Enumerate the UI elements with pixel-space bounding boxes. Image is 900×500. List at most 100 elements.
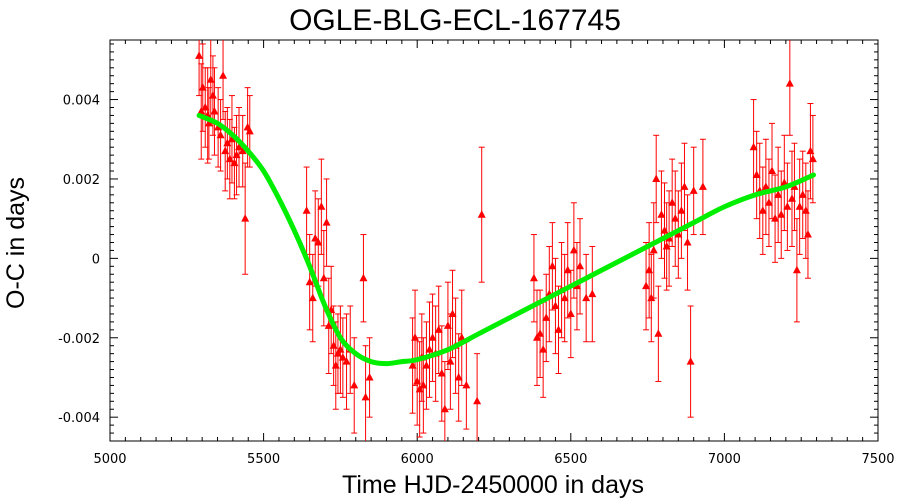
y-tick-label: -0.004: [58, 411, 100, 426]
triangle-marker: [338, 353, 347, 361]
data-point: [563, 222, 572, 319]
triangle-marker: [548, 261, 557, 270]
triangle-marker: [654, 329, 663, 337]
data-point: [798, 150, 807, 240]
triangle-marker: [798, 190, 807, 198]
triangle-marker: [777, 210, 786, 218]
triangle-marker: [302, 206, 311, 214]
y-axis-label: O-C in days: [2, 177, 30, 309]
x-tick-label: 6500: [554, 452, 587, 467]
data-point: [674, 190, 683, 279]
data-point: [783, 162, 792, 251]
data-point: [359, 234, 368, 323]
data-point: [365, 337, 374, 418]
data-point: [588, 245, 597, 343]
triangle-marker: [457, 333, 466, 341]
triangle-marker: [698, 182, 707, 190]
triangle-marker: [566, 309, 575, 317]
triangle-marker: [208, 91, 217, 99]
y-tick-label: 0.004: [63, 94, 100, 109]
data-point: [808, 114, 817, 204]
y-tick-label: 0: [92, 252, 100, 267]
x-tick-label: 7500: [861, 452, 894, 467]
data-point: [338, 317, 347, 398]
data-point: [419, 337, 428, 434]
chart-title: OGLE-BLG-ECL-167745: [289, 4, 621, 37]
triangle-marker: [319, 273, 328, 282]
x-tick-label: 6000: [401, 452, 434, 467]
triangle-marker: [473, 396, 482, 405]
triangle-marker: [657, 210, 666, 218]
triangle-marker: [359, 273, 368, 282]
triangle-marker: [195, 51, 204, 59]
triangle-marker: [477, 210, 486, 218]
triangle-marker: [689, 186, 698, 194]
triangle-marker: [803, 230, 812, 238]
triangle-marker: [434, 325, 443, 333]
triangle-marker: [529, 273, 538, 282]
triangle-marker: [764, 198, 773, 206]
triangle-marker: [668, 198, 677, 206]
triangle-marker: [331, 361, 340, 369]
triangle-marker: [210, 106, 219, 115]
data-point: [554, 285, 563, 375]
data-point: [785, 40, 794, 136]
triangle-marker: [569, 245, 578, 254]
x-tick-label: 5500: [247, 452, 280, 467]
data-point: [425, 301, 434, 398]
triangle-marker: [671, 214, 680, 222]
triangle-marker: [576, 261, 585, 270]
triangle-marker: [365, 372, 374, 381]
data-points: [195, 40, 817, 441]
triangle-marker: [536, 329, 545, 337]
x-axis-label: Time HJD-2450000 in days: [342, 471, 644, 499]
triangle-marker: [588, 289, 597, 298]
triangle-marker: [677, 206, 686, 214]
data-point: [792, 218, 801, 323]
data-point: [758, 166, 767, 255]
data-point: [473, 353, 482, 441]
data-point: [671, 170, 680, 267]
data-point: [654, 285, 663, 382]
triangle-marker: [761, 182, 770, 190]
triangle-marker: [440, 404, 449, 413]
data-point: [477, 146, 486, 283]
data-point: [768, 122, 777, 220]
data-point: [361, 345, 370, 441]
triangle-marker: [686, 357, 695, 365]
triangle-marker: [768, 166, 777, 175]
data-point: [752, 130, 761, 220]
data-point: [576, 218, 585, 315]
data-point: [649, 202, 658, 299]
triangle-marker: [652, 174, 661, 182]
data-point: [440, 361, 449, 441]
triangle-marker: [446, 357, 455, 365]
data-point: [683, 194, 692, 291]
data-point: [454, 333, 463, 422]
triangle-marker: [563, 265, 572, 274]
data-point: [551, 257, 560, 355]
triangle-marker: [314, 237, 323, 246]
triangle-marker: [642, 281, 651, 290]
triangle-marker: [462, 380, 471, 389]
data-point: [542, 273, 551, 363]
triangle-marker: [539, 345, 548, 353]
triangle-marker: [808, 154, 817, 163]
triangle-marker: [238, 146, 247, 155]
data-point: [560, 253, 569, 343]
data-point: [774, 146, 783, 243]
triangle-marker: [780, 178, 789, 186]
triangle-marker: [448, 309, 457, 317]
data-point: [761, 138, 770, 236]
triangle-marker: [454, 372, 463, 381]
y-tick-label: -0.002: [58, 332, 100, 347]
triangle-marker: [774, 190, 783, 198]
data-point: [657, 170, 666, 259]
triangle-marker: [758, 206, 767, 214]
triangle-marker: [361, 392, 370, 401]
triangle-marker: [305, 277, 314, 286]
data-point: [437, 325, 446, 422]
triangle-marker: [317, 202, 326, 210]
data-point: [305, 234, 314, 331]
